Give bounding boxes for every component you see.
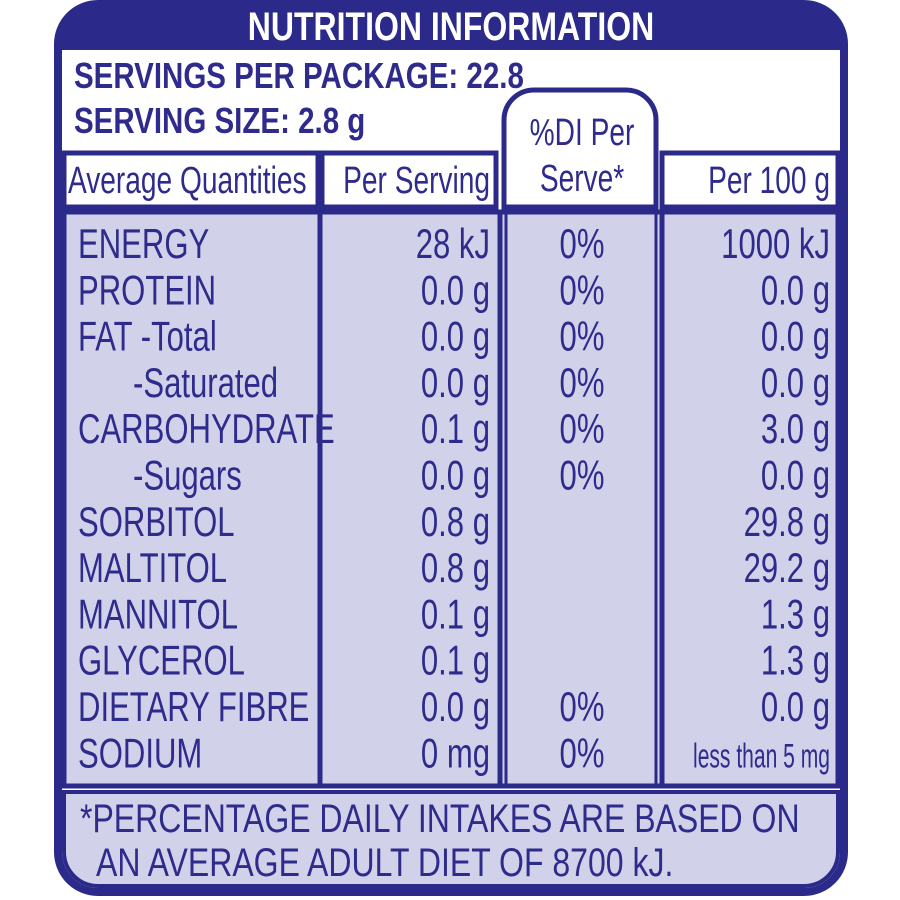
nutrient-name: GLYCEROL — [78, 637, 245, 684]
per-100g: 29.8 g — [744, 498, 830, 545]
per-serving: 0.1 g — [421, 637, 490, 684]
per-100g: 0.0 g — [761, 313, 830, 360]
per-100g: 1.3 g — [761, 637, 830, 684]
serving-size: SERVING SIZE: 2.8 g — [74, 100, 365, 140]
header-cell — [319, 150, 499, 210]
di-percent: 0% — [560, 359, 605, 406]
footnote-box — [62, 790, 840, 888]
nutrient-name: MALTITOL — [78, 545, 227, 592]
di-percent: 0% — [560, 406, 605, 453]
per-100g: 29.2 g — [744, 545, 830, 592]
per-serving: 0.1 g — [421, 406, 490, 453]
per-serving: 0.1 g — [421, 591, 490, 638]
nutrient-name: CARBOHYDRATE — [78, 406, 335, 453]
servings-per-package: SERVINGS PER PACKAGE: 22.8 — [74, 55, 524, 95]
per-serving: 28 kJ — [416, 220, 490, 267]
per-100g: 0.0 g — [761, 683, 830, 730]
per-100g: 0.0 g — [761, 359, 830, 406]
column-header: %DI Per — [530, 112, 635, 154]
per-100g: 1000 kJ — [721, 220, 830, 267]
per-serving: 0.8 g — [421, 545, 490, 592]
nutrient-name: -Saturated — [133, 359, 278, 406]
column-header: Per Serving — [343, 160, 490, 202]
per-serving: 0.0 g — [421, 359, 490, 406]
di-percent: 0% — [560, 683, 605, 730]
nutrient-name: SODIUM — [78, 730, 202, 777]
per-serving: 0 mg — [421, 730, 490, 777]
per-serving: 0.0 g — [421, 683, 490, 730]
per-100g: 0.0 g — [761, 267, 830, 314]
di-percent: 0% — [560, 313, 605, 360]
di-percent: 0% — [560, 452, 605, 499]
nutrient-name: -Sugars — [133, 452, 242, 499]
header-cell — [61, 150, 321, 210]
per-serving: 0.0 g — [421, 452, 490, 499]
nutrient-name: ENERGY — [78, 220, 209, 267]
nutrient-name: DIETARY FIBRE — [78, 683, 309, 730]
di-percent: 0% — [560, 220, 605, 267]
per-serving: 0.0 g — [421, 267, 490, 314]
footnote: *PERCENTAGE DAILY INTAKES ARE BASED ON — [80, 796, 800, 841]
nutrient-name: SORBITOL — [78, 498, 235, 545]
title-bar — [58, 4, 844, 50]
nutrient-name: FAT -Total — [78, 313, 217, 360]
di-percent: 0% — [560, 730, 605, 777]
column-header: Per 100 g — [708, 160, 830, 202]
di-percent: 0% — [560, 267, 605, 314]
per-100g: 1.3 g — [761, 591, 830, 638]
title: NUTRITION INFORMATION — [248, 4, 654, 49]
column-header: Serve* — [540, 158, 624, 200]
per-100g: less than 5 mg — [693, 736, 830, 774]
per-serving: 0.8 g — [421, 498, 490, 545]
per-serving: 0.0 g — [421, 313, 490, 360]
per-100g: 0.0 g — [761, 452, 830, 499]
footnote: AN AVERAGE ADULT DIET OF 8700 kJ. — [96, 840, 673, 885]
column-header: Average Quantities — [68, 160, 307, 202]
header-cell — [659, 150, 841, 210]
table-body — [61, 209, 841, 789]
per-100g: 3.0 g — [761, 406, 830, 453]
nutrient-name: PROTEIN — [78, 267, 216, 314]
nutrient-name: MANNITOL — [78, 591, 238, 638]
header-cell — [501, 87, 659, 210]
